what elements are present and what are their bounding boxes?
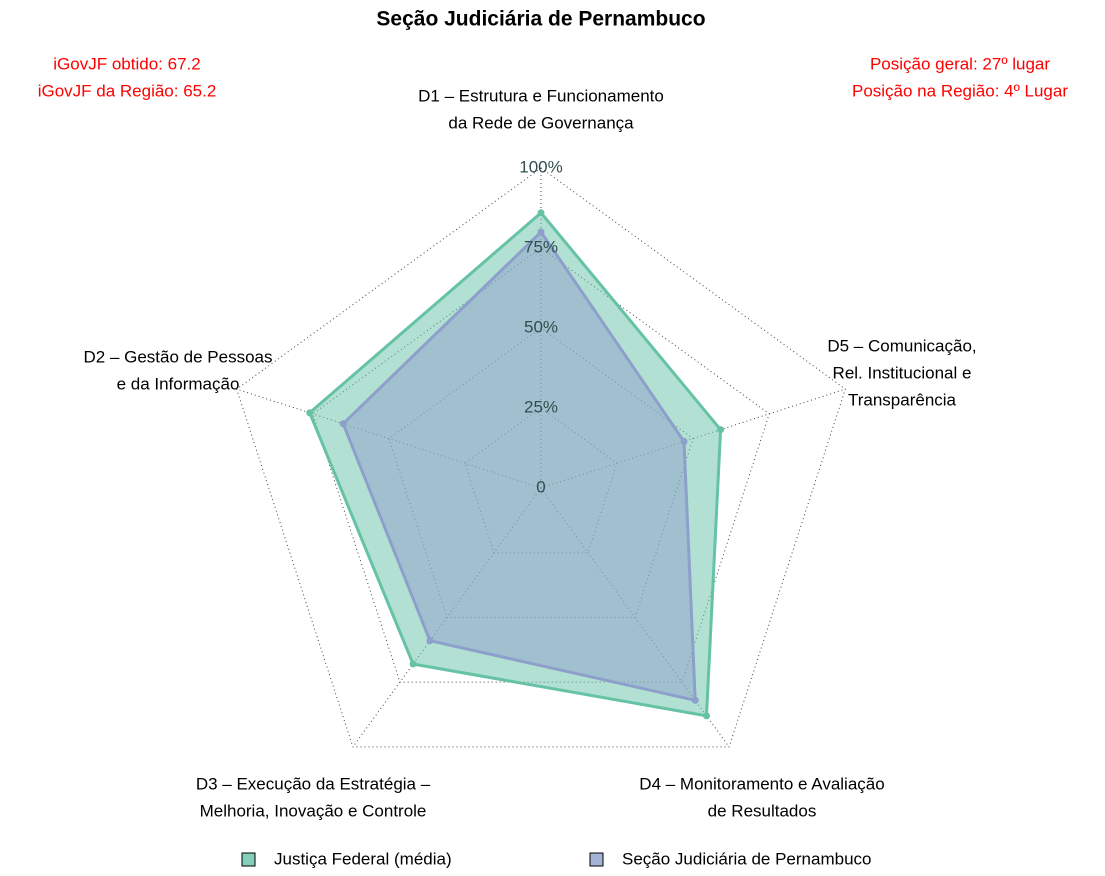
legend-label: Seção Judiciária de Pernambuco [622,849,871,868]
tick-label: 75% [524,237,558,256]
tick-label: 100% [519,157,562,176]
legend-swatch [241,852,256,867]
radar-point [537,228,545,236]
tick-label: 25% [524,397,558,416]
chart-title: Seção Judiciária de Pernambuco [376,8,705,31]
axis-label: D1 – Estrutura e Funcionamento [418,86,664,105]
axis-label: D5 – Comunicação, [827,336,976,355]
tick-label: 0 [536,477,545,496]
radar-point [703,712,711,720]
tick-label: 50% [524,317,558,336]
annotation: Posição geral: 27º lugar [870,54,1050,73]
radar-point [339,420,347,428]
annotation: iGovJF obtido: 67.2 [53,54,200,73]
axis-label: Melhoria, Inovação e Controle [200,801,427,820]
radar-point [680,438,688,446]
axis-label: da Rede de Governança [448,113,634,132]
radar-point [426,637,434,645]
axis-label: de Resultados [708,801,817,820]
axis-label: D4 – Monitoramento e Avaliação [639,774,884,793]
radar-point [717,426,725,434]
radar-point [409,660,417,668]
axis-label: Rel. Institucional e [833,363,972,382]
radar-point [537,209,545,217]
annotation: iGovJF da Região: 65.2 [38,81,217,100]
axis-label: D3 – Execução da Estratégia – [196,774,431,793]
radar-point [306,409,314,417]
grid-line [236,167,846,748]
annotation: Posição na Região: 4º Lugar [852,81,1068,100]
radar-point [691,696,699,704]
axis-label: D2 – Gestão de Pessoas [83,347,272,366]
radar-area [341,229,697,703]
axis-label: Transparência [848,390,957,409]
legend-swatch [589,852,604,867]
legend-label: Justiça Federal (média) [274,849,452,868]
axis-label: e da Informação [117,374,240,393]
